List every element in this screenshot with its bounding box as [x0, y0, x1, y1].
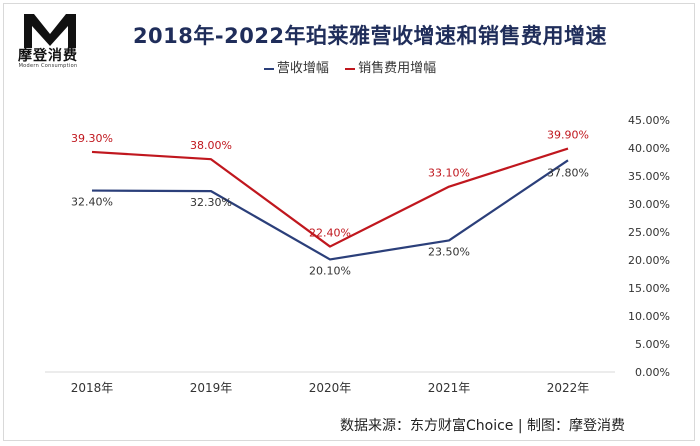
x-tick-label: 2020年	[309, 381, 352, 395]
data-label-expense: 33.10%	[428, 167, 470, 180]
x-tick-label: 2019年	[190, 381, 233, 395]
y-tick-label: 0.00%	[635, 366, 670, 379]
data-label-revenue: 32.40%	[71, 196, 113, 209]
data-label-expense: 38.00%	[190, 139, 232, 152]
legend-label-revenue: 营收增幅	[276, 61, 329, 76]
y-tick-label: 30.00%	[628, 198, 670, 211]
logo-m-icon	[24, 14, 76, 48]
legend-swatch-revenue	[263, 67, 274, 70]
chart-title: 2018年-2022年珀莱雅营收增速和销售费用增速	[132, 24, 608, 48]
legend-label-expense: 销售费用增幅	[358, 61, 437, 76]
logo-subtitle: Modern Consumption	[18, 63, 78, 69]
series-line-revenue	[91, 159, 569, 261]
legend-item-revenue: 营收增幅	[263, 57, 329, 76]
data-label-expense: 22.40%	[309, 227, 351, 240]
y-tick-label: 5.00%	[635, 338, 670, 351]
data-label-expense: 39.90%	[547, 129, 589, 142]
chart-border	[3, 3, 695, 441]
legend: 营收增幅 销售费用增幅	[0, 57, 700, 76]
y-tick-label: 15.00%	[628, 282, 670, 295]
x-tick-label: 2021年	[428, 381, 471, 395]
y-tick-label: 45.00%	[628, 114, 670, 127]
y-tick-label: 20.00%	[628, 254, 670, 267]
data-label-revenue: 23.50%	[428, 245, 470, 258]
y-tick-label: 25.00%	[628, 226, 670, 239]
y-tick-label: 10.00%	[628, 310, 670, 323]
x-tick-label: 2022年	[547, 381, 590, 395]
y-tick-label: 40.00%	[628, 142, 670, 155]
data-label-revenue: 20.10%	[309, 264, 351, 277]
legend-swatch-expense	[345, 67, 356, 70]
y-tick-label: 35.00%	[628, 170, 670, 183]
x-tick-label: 2018年	[71, 381, 114, 395]
source-note: 数据来源：东方财富Choice | 制图：摩登消费	[340, 418, 626, 434]
series-line-expense	[91, 147, 569, 248]
legend-item-expense: 销售费用增幅	[345, 57, 436, 76]
data-label-expense: 39.30%	[71, 132, 113, 145]
logo-name: 摩登消费	[18, 48, 78, 64]
data-label-revenue: 32.30%	[190, 196, 232, 209]
data-label-revenue: 37.80%	[547, 166, 589, 179]
